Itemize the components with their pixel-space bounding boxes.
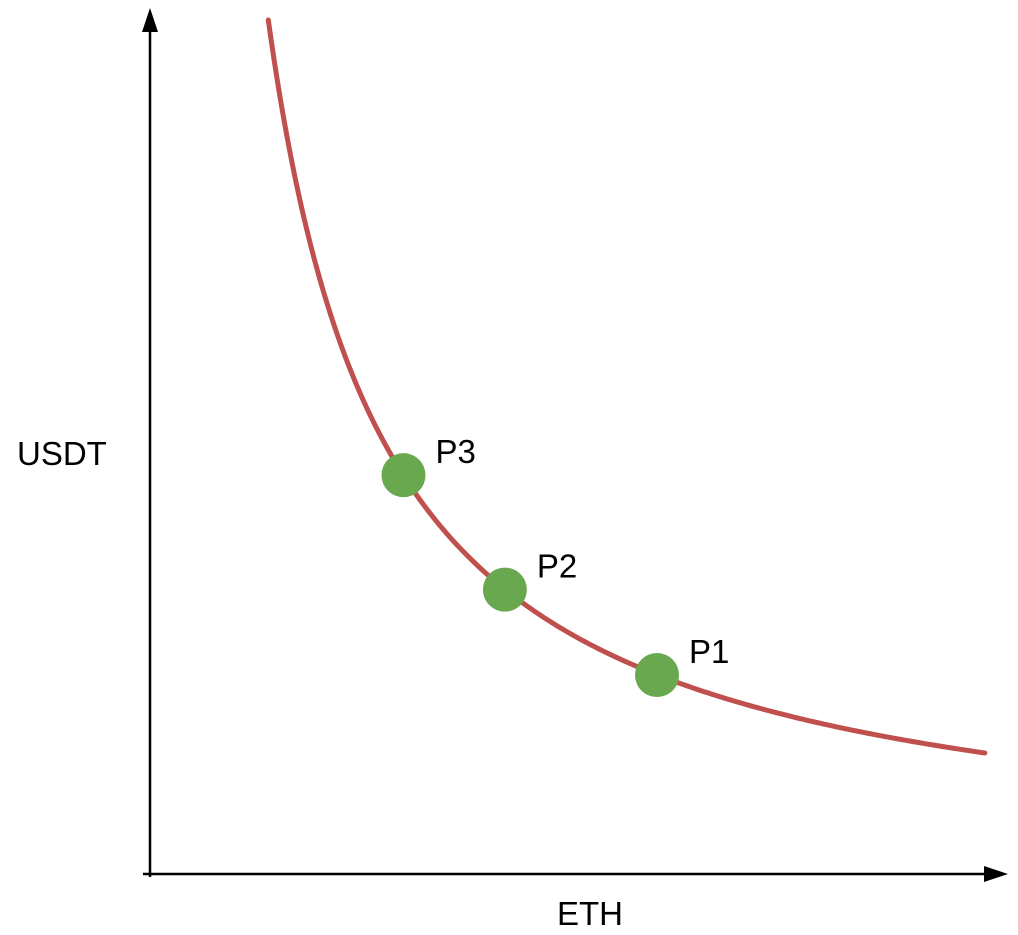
point-marker-p2	[482, 567, 527, 612]
y-axis-arrow	[142, 8, 158, 32]
curve-line	[265, 17, 988, 756]
point-label-p3: P3	[436, 433, 476, 470]
curve-layer	[265, 17, 988, 756]
point-marker-p3	[381, 453, 426, 498]
points-layer: P3 P2 P1	[381, 433, 729, 698]
x-axis-arrow	[984, 866, 1008, 882]
axes	[142, 8, 1008, 882]
point-marker-p1	[635, 653, 679, 698]
point-label-p1: P1	[689, 633, 729, 670]
x-axis-label: ETH	[557, 895, 623, 932]
y-axis-label: USDT	[17, 435, 107, 472]
point-label-p2: P2	[537, 548, 577, 585]
